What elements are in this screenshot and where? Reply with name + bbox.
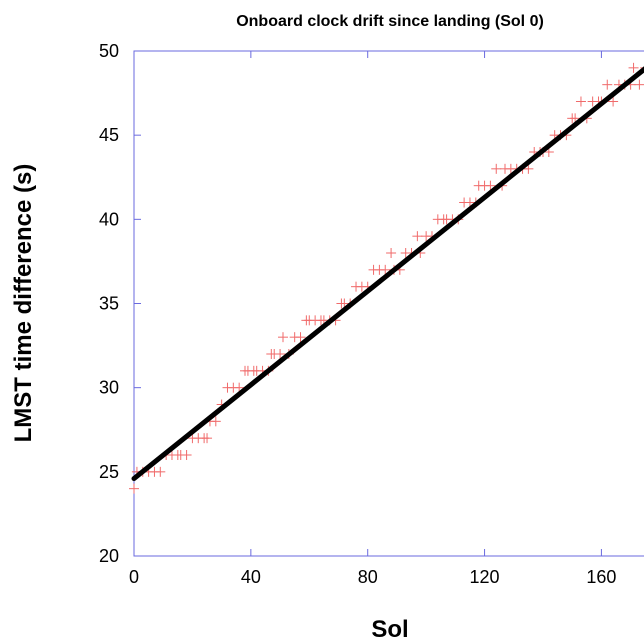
data-point bbox=[491, 163, 502, 174]
data-point bbox=[523, 163, 534, 174]
data-point bbox=[210, 416, 221, 427]
data-point bbox=[155, 466, 166, 477]
y-tick-label: 50 bbox=[99, 41, 119, 61]
data-point bbox=[485, 180, 496, 191]
data-point bbox=[380, 264, 391, 275]
x-axis-label: Sol bbox=[371, 616, 408, 640]
data-point bbox=[181, 450, 192, 460]
data-point bbox=[275, 349, 286, 359]
y-axis-label: LMST time difference (s) bbox=[10, 164, 37, 443]
fit-line bbox=[131, 66, 644, 482]
x-tick-label: 120 bbox=[470, 567, 500, 587]
y-tick-label: 20 bbox=[99, 546, 119, 566]
data-point bbox=[634, 79, 644, 90]
data-point bbox=[277, 332, 288, 343]
data-point bbox=[234, 382, 245, 393]
data-point bbox=[202, 433, 213, 444]
x-tick-label: 160 bbox=[586, 567, 616, 587]
tick-labels: 0 40 80 120 160 20 25 30 35 40 45 50 bbox=[99, 41, 616, 587]
y-tick-label: 30 bbox=[99, 378, 119, 398]
chart-title: Onboard clock drift since landing (Sol 0… bbox=[236, 13, 544, 30]
data-point bbox=[640, 67, 644, 69]
x-tick-label: 80 bbox=[358, 567, 378, 587]
data-point bbox=[602, 79, 613, 90]
data-point bbox=[608, 96, 619, 107]
fit-line-group bbox=[131, 66, 644, 482]
x-tick-label: 40 bbox=[241, 567, 261, 587]
plot-frame bbox=[133, 50, 644, 557]
data-point bbox=[386, 248, 397, 258]
y-tick-label: 25 bbox=[99, 462, 119, 482]
data-point bbox=[295, 332, 306, 343]
data-point bbox=[129, 483, 139, 494]
data-point bbox=[412, 231, 423, 242]
y-tick-label: 45 bbox=[99, 125, 119, 145]
axis-ticks bbox=[133, 50, 602, 557]
data-point bbox=[575, 96, 586, 107]
y-tick-label: 35 bbox=[99, 294, 119, 314]
y-tick-label: 40 bbox=[99, 209, 119, 229]
x-tick-label: 0 bbox=[129, 567, 139, 587]
data-point bbox=[628, 62, 639, 73]
